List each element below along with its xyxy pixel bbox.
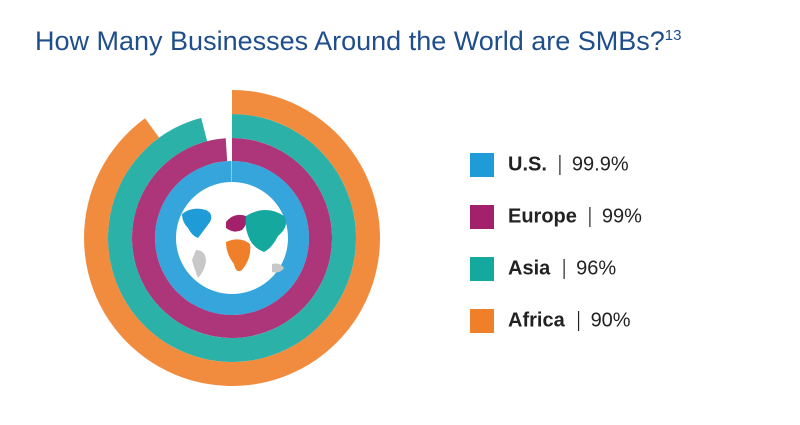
legend-swatch	[470, 205, 494, 229]
title-text: How Many Businesses Around the World are…	[35, 26, 665, 56]
map-australia	[272, 263, 284, 273]
legend-label: Africa	[508, 309, 566, 331]
map-europe	[226, 214, 247, 232]
map-asia	[245, 210, 286, 252]
map-north-america	[182, 208, 212, 238]
chart-title: How Many Businesses Around the World are…	[35, 26, 681, 56]
world-map	[177, 183, 287, 293]
legend-label: Asia	[508, 257, 551, 279]
legend: U.S. 99.9% Europe 99% Asia 96% Africa 90%	[470, 153, 642, 333]
map-africa	[226, 239, 251, 272]
legend-swatch	[470, 309, 494, 333]
legend-label: U.S.	[508, 153, 547, 175]
legend-swatch	[470, 153, 494, 177]
legend-label: Europe	[508, 205, 577, 227]
legend-value: 99%	[602, 205, 642, 227]
title-superscript: 13	[665, 27, 682, 44]
legend-value: 99.9%	[572, 153, 629, 175]
legend-swatch	[470, 257, 494, 281]
legend-value: 90%	[591, 309, 631, 331]
map-south-america	[192, 250, 206, 278]
legend-value: 96%	[576, 257, 616, 279]
